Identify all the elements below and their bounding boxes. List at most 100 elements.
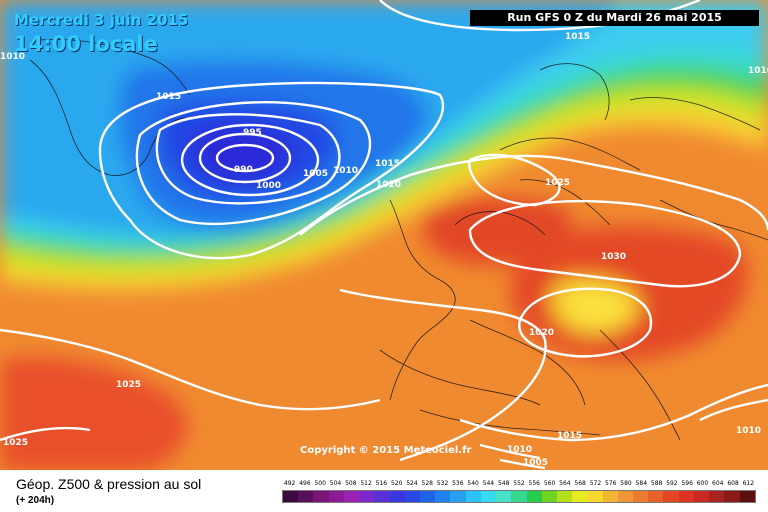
isobar-label: 1015 xyxy=(375,159,401,169)
scale-swatch xyxy=(709,491,725,502)
scale-swatch xyxy=(693,491,710,502)
isobar-label: 1010 xyxy=(736,426,762,436)
scale-swatch xyxy=(556,491,573,502)
scale-value-label: 556 xyxy=(528,480,540,487)
scale-swatch xyxy=(739,491,755,502)
scale-value-label: 588 xyxy=(650,480,663,487)
scale-swatch xyxy=(313,491,329,502)
scale-swatch xyxy=(480,491,497,502)
isobar-label: 1010 xyxy=(333,166,359,176)
scale-value-label: 508 xyxy=(345,480,357,487)
scale-value-label: 540 xyxy=(467,480,479,487)
scale-value-label: 592 xyxy=(666,480,678,487)
color-scale xyxy=(282,490,756,503)
scale-value-label: 564 xyxy=(559,480,571,487)
isobar-1005 xyxy=(155,113,341,205)
scale-value-label: 548 xyxy=(497,480,510,487)
scale-swatch xyxy=(678,491,694,502)
isobar-1020-south xyxy=(339,288,547,462)
scale-swatch xyxy=(298,491,314,502)
scale-value-label: 492 xyxy=(283,480,296,487)
scale-value-label: 612 xyxy=(742,480,755,487)
scale-swatch xyxy=(435,491,451,502)
scale-value-label: 604 xyxy=(712,480,724,487)
legend-footer: Géop. Z500 & pression au sol (+ 204h) 49… xyxy=(0,470,768,512)
scale-value-label: 608 xyxy=(727,480,739,487)
scale-value-label: 500 xyxy=(314,480,326,487)
isobar-label: 1030 xyxy=(601,252,627,262)
scale-value-label: 544 xyxy=(482,480,495,487)
geopotential-fill xyxy=(0,0,768,470)
scale-swatch xyxy=(572,491,588,502)
scale-value-label: 580 xyxy=(620,480,632,487)
isobar-label: 995 xyxy=(243,128,262,138)
scale-swatch xyxy=(419,491,436,502)
isobar-1030 xyxy=(468,200,742,288)
scale-swatch xyxy=(724,491,740,502)
forecast-offset: (+ 204h) xyxy=(16,495,55,506)
scale-labels: 492 496 500 504 508 512 516 520 524 528 532 536 540 5… xyxy=(282,480,756,490)
isobar-label: 1020 xyxy=(376,180,402,190)
scale-swatch xyxy=(450,491,466,502)
scale-swatch xyxy=(511,491,527,502)
isobar-label: 1025 xyxy=(545,178,571,188)
isobar-label: 1010 xyxy=(507,445,533,455)
scale-swatch xyxy=(617,491,634,502)
forecast-date: Mercredi 3 juin 2015 xyxy=(14,11,189,29)
isobar-label: 1015 xyxy=(156,92,182,102)
isobar-label: 1010 xyxy=(748,66,768,76)
scale-swatch xyxy=(496,491,512,502)
scale-value-label: 512 xyxy=(360,480,372,487)
isobar-label: 1010 xyxy=(0,52,26,62)
scale-swatch xyxy=(587,491,603,502)
scale-swatch xyxy=(526,491,542,502)
scale-value-label: 504 xyxy=(329,480,342,487)
forecast-time: 14:00 locale xyxy=(14,32,158,56)
isobar-990 xyxy=(215,143,275,173)
weather-map: Mercredi 3 juin 2015 14:00 locale Run GF… xyxy=(0,0,768,470)
scale-value-label: 596 xyxy=(681,480,693,487)
isobar-1020-mid xyxy=(299,154,768,236)
scale-value-label: 528 xyxy=(421,480,433,487)
isobar-1000 xyxy=(180,123,320,197)
scale-value-label: 552 xyxy=(513,480,525,487)
scale-swatch xyxy=(602,491,618,502)
scale-value-label: 524 xyxy=(406,480,418,487)
scale-value-label: 496 xyxy=(299,480,311,487)
scale-value-label: 572 xyxy=(589,480,602,487)
isobar-label: 1000 xyxy=(256,181,282,191)
scale-value-label: 560 xyxy=(543,480,556,487)
isobar-1010 xyxy=(135,101,372,225)
isobar-label: 1015 xyxy=(557,431,583,441)
scale-value-label: 584 xyxy=(635,480,648,487)
isobar-995 xyxy=(198,132,292,184)
isobar-1015-low xyxy=(98,81,445,260)
isobar-label: 1020 xyxy=(529,328,555,338)
scale-value-label: 532 xyxy=(436,480,449,487)
isobar-1010-se xyxy=(699,398,768,422)
scale-value-label: 516 xyxy=(375,480,388,487)
isobar-label: 1005 xyxy=(303,169,329,179)
scale-swatch xyxy=(283,491,299,502)
isobars xyxy=(0,0,768,470)
copyright-notice: Copyright © 2015 Meteociel.fr xyxy=(300,445,472,456)
isobar-1025-atlantic xyxy=(0,328,381,411)
scale-swatch xyxy=(389,491,405,502)
isobar-1025-sw xyxy=(0,426,91,442)
isobar-1005-sea xyxy=(499,458,546,470)
isobar-label: 990 xyxy=(234,165,253,175)
scale-value-label: 568 xyxy=(574,480,586,487)
scale-swatch xyxy=(663,491,679,502)
scale-swatch xyxy=(359,491,375,502)
scale-value-label: 576 xyxy=(605,480,617,487)
isobar-label: 1015 xyxy=(565,32,591,42)
scale-value-label: 600 xyxy=(696,480,709,487)
scale-swatch xyxy=(404,491,420,502)
scale-value-label: 520 xyxy=(390,480,403,487)
scale-swatch xyxy=(328,491,344,502)
isobar-label: 1005 xyxy=(523,458,549,468)
scale-swatch xyxy=(541,491,557,502)
isobar-label: 1025 xyxy=(116,380,142,390)
coastlines xyxy=(29,39,768,441)
scale-swatch xyxy=(343,491,360,502)
